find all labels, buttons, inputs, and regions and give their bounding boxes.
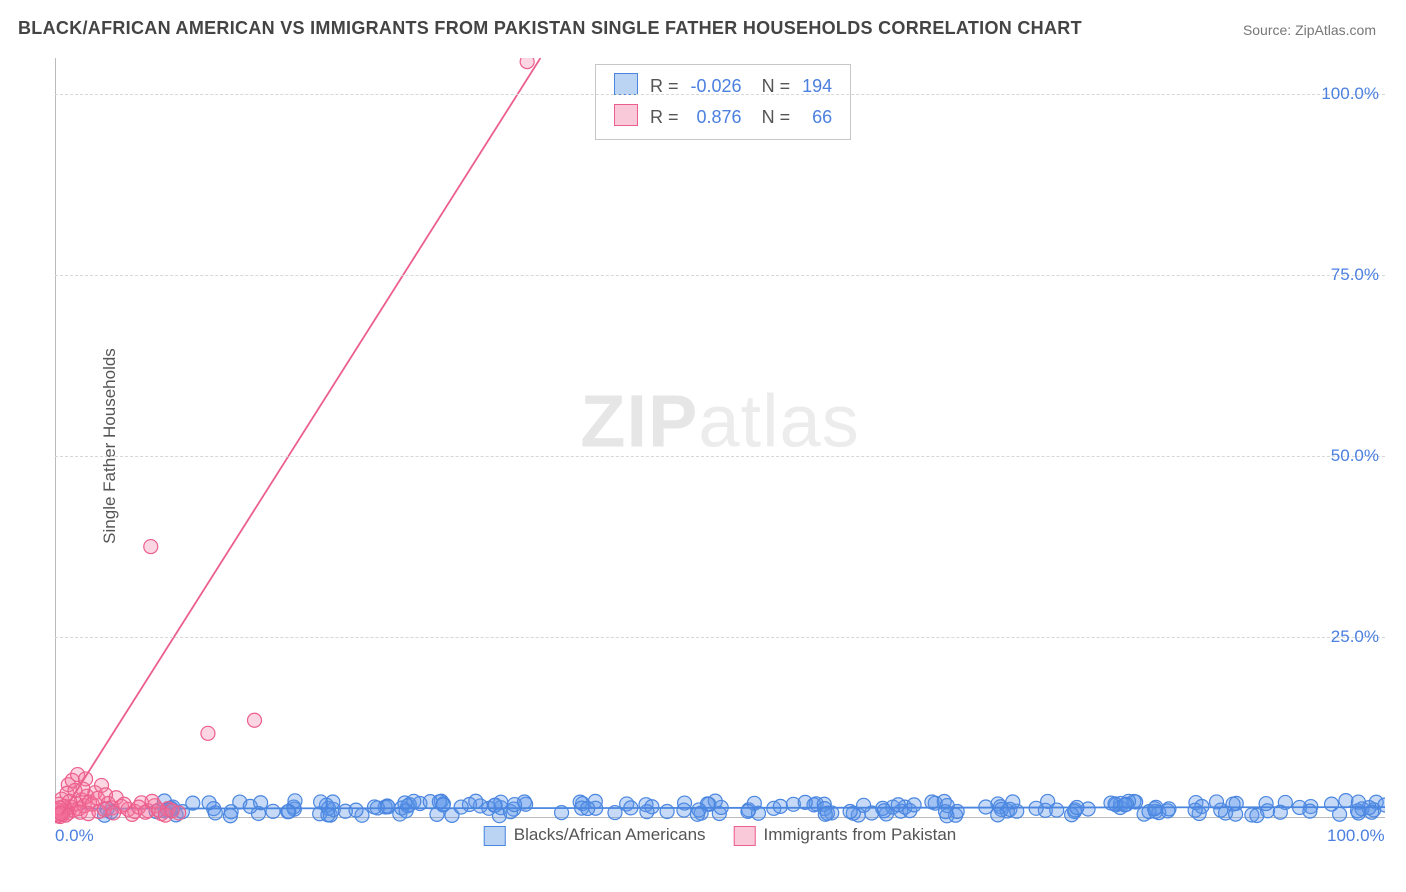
- stats-swatch-blue: [614, 73, 638, 95]
- y-tick-label: 50.0%: [1331, 446, 1379, 466]
- x-tick-label: 100.0%: [1327, 826, 1385, 846]
- legend-label-pink: Immigrants from Pakistan: [764, 825, 957, 844]
- y-tick-label: 25.0%: [1331, 627, 1379, 647]
- stats-table: R = -0.026 N = 194 R = 0.876 N = 66: [608, 71, 838, 133]
- source-link[interactable]: ZipAtlas.com: [1295, 22, 1376, 38]
- legend-swatch-blue: [484, 826, 506, 846]
- y-tick-label: 75.0%: [1331, 265, 1379, 285]
- stats-n-label: N =: [748, 71, 797, 102]
- source-credit: Source: ZipAtlas.com: [1243, 22, 1376, 38]
- y-tick-label: 100.0%: [1321, 84, 1379, 104]
- plot-area: ZIPatlas R = -0.026 N = 194 R = 0.876 N …: [55, 58, 1385, 848]
- legend: Blacks/African Americans Immigrants from…: [484, 825, 957, 846]
- x-tick-label: 0.0%: [55, 826, 94, 846]
- stats-n-blue: 194: [796, 71, 838, 102]
- stats-row-blue: R = -0.026 N = 194: [608, 71, 838, 102]
- scatter-svg: [55, 58, 1385, 848]
- legend-item-pink: Immigrants from Pakistan: [734, 825, 957, 846]
- stats-row-pink: R = 0.876 N = 66: [608, 102, 838, 133]
- stats-n-pink: 66: [796, 102, 838, 133]
- stats-swatch-pink: [614, 104, 638, 126]
- legend-swatch-pink: [734, 826, 756, 846]
- source-prefix: Source:: [1243, 22, 1295, 38]
- stats-n-label: N =: [748, 102, 797, 133]
- chart-title: BLACK/AFRICAN AMERICAN VS IMMIGRANTS FRO…: [18, 18, 1082, 39]
- stats-r-pink: 0.876: [685, 102, 748, 133]
- stats-r-blue: -0.026: [685, 71, 748, 102]
- stats-r-label: R =: [644, 71, 685, 102]
- legend-item-blue: Blacks/African Americans: [484, 825, 706, 846]
- legend-label-blue: Blacks/African Americans: [514, 825, 706, 844]
- correlation-stats-box: R = -0.026 N = 194 R = 0.876 N = 66: [595, 64, 851, 140]
- stats-r-label: R =: [644, 102, 685, 133]
